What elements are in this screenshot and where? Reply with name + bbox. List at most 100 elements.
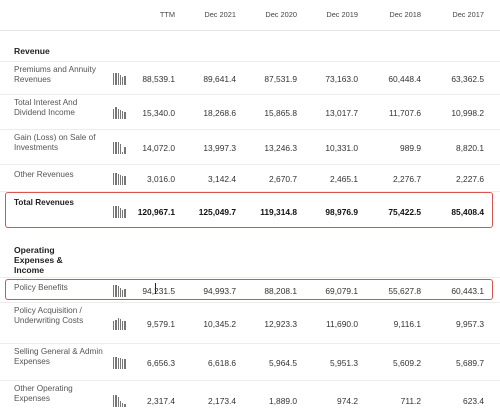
row-label: Policy Benefits — [14, 283, 68, 292]
bar-chart-icon-bar — [122, 358, 124, 369]
cell-value: 11,690.0 — [326, 318, 358, 329]
bar-chart-icon-bar — [124, 175, 126, 185]
cell-value: 9,116.1 — [393, 318, 421, 329]
column-header-row: TTM Dec 2021 Dec 2020 Dec 2019 Dec 2018 … — [0, 0, 500, 31]
table-row: Other Operating Expenses 2,317.4 2,173.4 1,… — [0, 380, 500, 419]
bar-chart-icon-bar — [115, 172, 117, 185]
row-label: Premiums and Annuity Revenues — [14, 65, 96, 84]
bar-chart-icon-bar — [122, 209, 124, 218]
bar-chart-icon-bar — [113, 394, 115, 407]
cell-value: 974.2 — [337, 395, 358, 406]
cell-value: 6,656.3 — [147, 357, 175, 368]
cell-value: 10,998.2 — [451, 107, 484, 118]
bar-chart-icon-bar — [115, 72, 117, 85]
bar-chart-icon-bar — [117, 357, 119, 369]
cell-value: 13,997.3 — [203, 142, 236, 153]
bar-chart-icon-bar — [113, 72, 115, 85]
cell-value: 12,923.3 — [264, 318, 297, 329]
cell-value: 88,208.1 — [264, 285, 297, 296]
bar-chart-icon[interactable] — [113, 72, 129, 85]
cell-value: 5,951.3 — [330, 357, 358, 368]
column-header-dec-2020: Dec 2020 — [265, 10, 297, 19]
bar-chart-icon-bar — [113, 356, 115, 369]
bar-chart-icon[interactable] — [113, 106, 129, 119]
bar-chart-icon-bar — [115, 141, 117, 154]
column-header-dec-2018: Dec 2018 — [389, 10, 421, 19]
row-label: Selling General & Admin Expenses — [14, 347, 103, 366]
cell-value: 85,408.4 — [451, 206, 484, 217]
bar-chart-icon-bar — [119, 357, 122, 369]
bar-chart-icon[interactable] — [113, 172, 129, 185]
bar-chart-icon-bar — [124, 208, 126, 218]
column-header-dec-2017: Dec 2017 — [452, 10, 484, 19]
cell-value: 60,443.1 — [451, 285, 484, 296]
cell-value: 69,079.1 — [325, 285, 358, 296]
bar-chart-icon-bar — [119, 109, 122, 119]
bar-chart-icon-bar — [119, 174, 122, 185]
cell-value: 94,231.5 — [142, 285, 175, 296]
bar-chart-icon-bar — [119, 143, 122, 154]
bar-chart-icon-bar — [119, 207, 122, 218]
bar-chart-icon-bar — [115, 106, 117, 119]
cell-value: 5,609.2 — [393, 357, 421, 368]
column-header-ttm: TTM — [159, 10, 175, 19]
cell-value: 119,314.8 — [260, 206, 297, 217]
bar-chart-icon-bar — [117, 396, 119, 407]
bar-chart-icon-bar — [115, 356, 117, 369]
cell-value: 87,531.9 — [264, 73, 297, 84]
cell-value: 10,331.0 — [325, 142, 358, 153]
row-label: Total Interest And Dividend Income — [14, 98, 78, 117]
cell-value: 11,707.6 — [389, 107, 421, 118]
cell-value: 55,627.8 — [388, 285, 421, 296]
table-row: Policy Benefits 94,231.5 94,993.7 88,208.1 6… — [0, 277, 500, 302]
cell-value: 10,345.2 — [203, 318, 236, 329]
bar-chart-icon-bar — [122, 402, 124, 407]
bar-chart-icon[interactable] — [113, 356, 129, 369]
cell-value: 2,173.4 — [208, 395, 236, 406]
bar-chart-icon-bar — [113, 172, 115, 185]
bar-chart-icon-bar — [113, 108, 115, 119]
bar-chart-icon-bar — [124, 320, 126, 330]
row-label: Other Operating Expenses — [14, 384, 73, 403]
bar-chart-icon-bar — [117, 173, 119, 185]
cell-value: 5,689.7 — [456, 357, 484, 368]
bar-chart-icon-bar — [117, 285, 119, 297]
column-header-dec-2019: Dec 2019 — [326, 10, 358, 19]
bar-chart-icon[interactable] — [113, 394, 129, 407]
row-label: Gain (Loss) on Sale of Investments — [14, 133, 96, 152]
bar-chart-icon[interactable] — [113, 284, 129, 297]
bar-chart-icon-bar — [113, 320, 115, 330]
cell-value: 623.4 — [463, 395, 484, 406]
bar-chart-icon[interactable] — [113, 205, 129, 218]
cell-value: 9,957.3 — [456, 318, 484, 329]
cell-value: 13,246.3 — [264, 142, 297, 153]
text-cursor — [155, 283, 156, 294]
cell-value: 125,049.7 — [198, 206, 236, 217]
bar-chart-icon-bar — [113, 141, 115, 154]
bar-chart-icon-bar — [117, 317, 119, 330]
table-row: Total Revenues 120,967.1 125,049.7 119,314.… — [0, 191, 500, 230]
section-title: Operating Expenses & Income — [14, 245, 63, 275]
cell-value: 2,317.4 — [147, 395, 175, 406]
bar-chart-icon-bar — [113, 284, 115, 297]
bar-chart-icon-bar — [124, 111, 126, 119]
cell-value: 89,641.4 — [203, 73, 236, 84]
bar-chart-icon-bar — [117, 205, 119, 218]
bar-chart-icon-bar — [115, 394, 117, 407]
bar-chart-icon-bar — [117, 108, 119, 119]
bar-chart-icon[interactable] — [113, 317, 129, 330]
bar-chart-icon-bar — [122, 175, 124, 185]
bar-chart-icon-bar — [119, 287, 122, 297]
cell-value: 15,865.8 — [264, 107, 297, 118]
cell-value: 8,820.1 — [456, 142, 484, 153]
bar-chart-icon-bar — [115, 284, 117, 297]
bar-chart-icon-bar — [117, 141, 119, 154]
row-label: Other Revenues — [14, 170, 74, 179]
bar-chart-icon[interactable] — [113, 141, 129, 154]
table-row: Other Revenues 3,016.0 3,142.4 2,670.7 2,465… — [0, 164, 500, 191]
cell-value: 2,670.7 — [269, 173, 297, 184]
bar-chart-icon-bar — [124, 288, 126, 297]
cell-value: 6,618.6 — [208, 357, 236, 368]
cell-value: 60,448.4 — [388, 73, 421, 84]
cell-value: 15,340.0 — [142, 107, 175, 118]
